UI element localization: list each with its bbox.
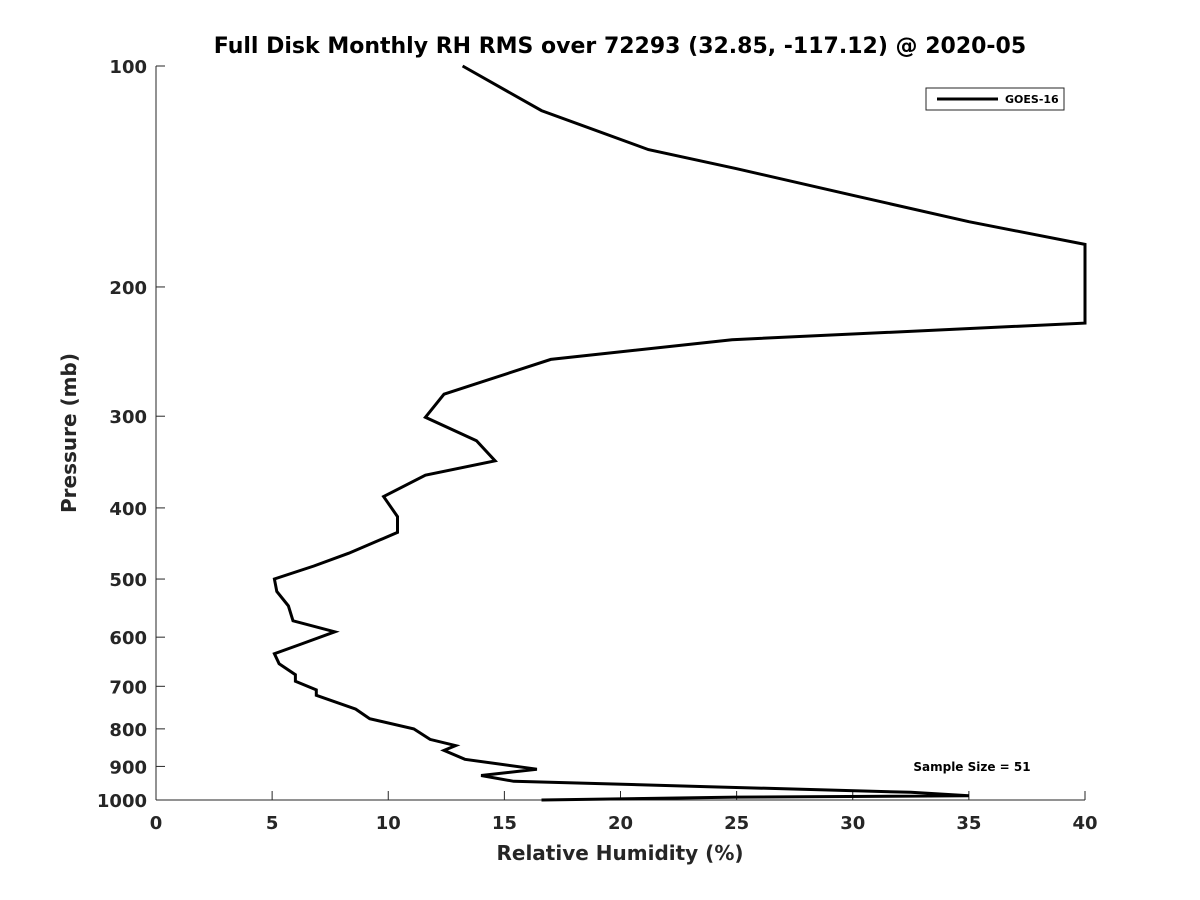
legend: GOES-16 [925,87,1065,111]
x-axis-label: Relative Humidity (%) [496,841,743,865]
y-tick-label: 300 [109,407,147,428]
legend-entry-goes-16: GOES-16 [1005,93,1059,106]
y-tick-label: 500 [109,570,147,591]
y-axis-ticks: 100 200 300 400 500 600 700 800 900 1000 [97,57,165,812]
series-line-goes-16 [272,64,1087,802]
x-axis-ticks: 0 5 10 15 20 25 30 35 40 [150,791,1098,834]
plot-axes [155,66,1085,801]
x-tick-label: 10 [376,813,401,834]
x-tick-label: 40 [1072,813,1097,834]
x-tick-label: 0 [150,813,163,834]
sample-size-annotation: Sample Size = 51 [913,760,1030,774]
x-tick-label: 25 [724,813,749,834]
y-tick-label: 400 [109,499,147,520]
y-tick-label: 700 [109,677,147,698]
y-axis-label: Pressure (mb) [57,353,81,513]
chart-title: Full Disk Monthly RH RMS over 72293 (32.… [214,34,1026,59]
y-tick-label: 100 [109,57,147,78]
y-tick-label: 200 [109,278,147,299]
x-tick-label: 20 [608,813,633,834]
y-tick-label: 900 [109,757,147,778]
x-tick-label: 35 [956,813,981,834]
x-tick-label: 30 [840,813,865,834]
x-tick-label: 5 [266,813,279,834]
series-layer [272,64,1087,802]
y-tick-label: 800 [109,720,147,741]
x-tick-label: 15 [492,813,517,834]
y-tick-label: 600 [109,628,147,649]
y-tick-label: 1000 [97,791,147,812]
